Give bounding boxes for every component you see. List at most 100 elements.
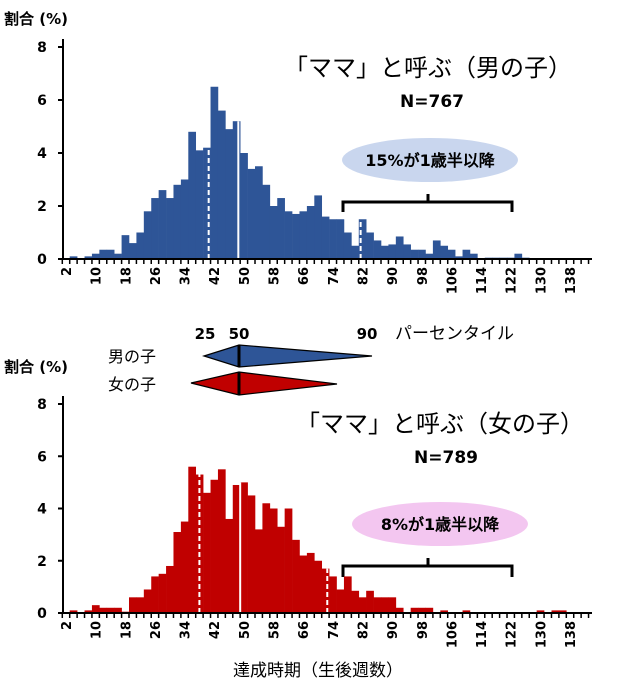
histogram-bar bbox=[106, 607, 115, 613]
histogram-bar bbox=[269, 206, 278, 259]
histogram-bar bbox=[469, 253, 478, 259]
histogram-bar bbox=[284, 508, 293, 613]
histogram-bar bbox=[91, 253, 100, 259]
x-tick-label: 66 bbox=[297, 267, 312, 285]
x-tick-label: 90 bbox=[386, 267, 401, 285]
histogram-bar bbox=[210, 86, 219, 259]
y-tick-label: 8 bbox=[37, 397, 47, 413]
histogram-bar bbox=[158, 573, 167, 613]
histogram-bar bbox=[314, 195, 323, 259]
histogram-bar bbox=[247, 168, 256, 259]
x-tick-label: 18 bbox=[119, 621, 134, 639]
annotation-text: 15%が1歳半以降 bbox=[365, 151, 495, 170]
y-tick-label: 4 bbox=[37, 146, 47, 162]
y-tick-label: 2 bbox=[37, 199, 47, 215]
y-tick-label: 0 bbox=[37, 606, 47, 622]
histogram-bar bbox=[203, 147, 211, 259]
histogram-bar bbox=[106, 249, 115, 259]
histogram-bar bbox=[232, 484, 241, 613]
x-tick-label: 90 bbox=[386, 621, 401, 639]
x-tick-label: 50 bbox=[238, 267, 253, 285]
x-tick-label: 106 bbox=[445, 267, 460, 294]
histogram-bar bbox=[314, 560, 323, 613]
histogram-bar bbox=[321, 216, 330, 259]
x-tick-label: 58 bbox=[268, 267, 283, 285]
x-tick-label: 66 bbox=[297, 621, 312, 639]
histogram-bar bbox=[410, 249, 419, 259]
x-tick-label: 130 bbox=[534, 267, 549, 294]
x-tick-label: 106 bbox=[445, 621, 460, 648]
histogram-bar bbox=[381, 597, 389, 613]
histogram-bar bbox=[188, 131, 197, 259]
histogram-bar bbox=[388, 244, 397, 259]
histogram-bar bbox=[240, 482, 248, 613]
histogram-bar bbox=[203, 492, 211, 613]
histogram-bar bbox=[410, 607, 419, 613]
histogram-bar bbox=[173, 184, 182, 259]
boys-chart: 割合 (%) 「ママ」と呼ぶ（男の子） N=767 15%が1歳半以降 0 2 4 6… bbox=[4, 10, 592, 294]
histogram-bar bbox=[151, 198, 159, 259]
x-tick-label: 82 bbox=[356, 621, 371, 639]
histogram-bar bbox=[403, 244, 411, 259]
histogram-bar bbox=[343, 576, 352, 613]
histogram-bar bbox=[366, 590, 374, 613]
histogram-bar bbox=[166, 198, 174, 259]
legend-p25: 25 bbox=[195, 325, 216, 343]
y-tick-label: 6 bbox=[37, 93, 47, 109]
histogram-bar bbox=[388, 597, 397, 613]
histogram-bar bbox=[99, 249, 108, 259]
histogram-bar bbox=[173, 532, 182, 613]
x-tick-label: 74 bbox=[327, 621, 342, 639]
x-tick-label: 26 bbox=[149, 267, 164, 285]
x-tick-label: 130 bbox=[534, 621, 549, 648]
legend-p50: 50 bbox=[229, 325, 250, 343]
x-tick-label: 122 bbox=[505, 621, 520, 648]
histogram-bar bbox=[381, 245, 389, 259]
girls-chart: 割合 (%) 「ママ」と呼ぶ（女の子） N=789 8%が1歳半以降 達成時期（… bbox=[4, 358, 592, 681]
histogram-bar bbox=[551, 610, 560, 613]
histogram-bar bbox=[262, 503, 271, 613]
chart-title: 「ママ」と呼ぶ（女の子） bbox=[296, 410, 584, 438]
x-tick-label: 114 bbox=[475, 621, 490, 648]
y-tick-label: 4 bbox=[37, 502, 47, 518]
histogram-bar bbox=[306, 206, 315, 259]
x-tick-label: 98 bbox=[416, 621, 431, 639]
histogram-bar bbox=[143, 211, 152, 259]
histogram-bar bbox=[255, 166, 263, 259]
y-tick-label: 6 bbox=[37, 449, 47, 465]
histogram-bar bbox=[292, 539, 300, 613]
histogram-bar bbox=[366, 232, 374, 259]
x-tick-label: 42 bbox=[208, 621, 223, 639]
histogram-bar bbox=[151, 576, 159, 613]
histogram-bar bbox=[129, 597, 137, 613]
x-tick-label: 10 bbox=[90, 621, 105, 639]
girls-percentile-shape bbox=[190, 371, 338, 396]
boys-percentile-shape bbox=[201, 344, 373, 368]
legend-girls-label: 女の子 bbox=[108, 375, 156, 394]
histogram-bar bbox=[351, 245, 360, 259]
histogram-bar bbox=[210, 479, 219, 613]
histogram-bar bbox=[425, 607, 434, 613]
histogram-bar bbox=[195, 474, 204, 613]
x-tick-label: 58 bbox=[268, 621, 283, 639]
histogram-bar bbox=[84, 256, 93, 259]
histogram-bar bbox=[462, 610, 471, 613]
x-tick-label: 42 bbox=[208, 267, 223, 285]
legend-boys-label: 男の子 bbox=[108, 347, 156, 366]
x-tick-label: 122 bbox=[505, 267, 520, 294]
histogram-bar bbox=[277, 198, 285, 259]
histogram-bar bbox=[180, 521, 189, 613]
histogram-bar bbox=[292, 213, 300, 259]
histogram-bar bbox=[232, 121, 241, 259]
x-tick-label: 2 bbox=[60, 267, 75, 276]
histogram-bar bbox=[351, 590, 360, 613]
x-tick-label: 34 bbox=[179, 621, 194, 639]
histogram-bar bbox=[462, 249, 471, 259]
histogram-bar bbox=[99, 607, 108, 613]
histogram-bar bbox=[114, 607, 122, 613]
histogram-bar bbox=[447, 249, 456, 259]
histogram-bar bbox=[329, 219, 337, 259]
y-tick-label: 0 bbox=[37, 252, 47, 268]
histogram-bar bbox=[166, 565, 174, 613]
histogram-bar bbox=[240, 153, 248, 259]
